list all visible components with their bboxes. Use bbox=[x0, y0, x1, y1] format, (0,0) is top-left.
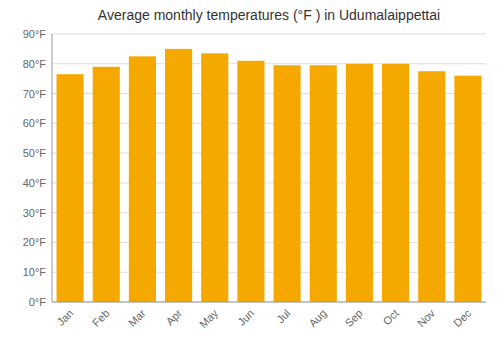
y-tick-label: 20°F bbox=[23, 236, 47, 248]
x-tick-label: Apr bbox=[163, 307, 184, 328]
y-tick-label: 70°F bbox=[23, 88, 47, 100]
y-tick-label: 10°F bbox=[23, 266, 47, 278]
y-tick-label: 50°F bbox=[23, 147, 47, 159]
bar bbox=[201, 53, 228, 302]
y-tick-label: 30°F bbox=[23, 207, 47, 219]
chart-svg: Average monthly temperatures (°F ) in Ud… bbox=[0, 0, 500, 350]
y-tick-label: 40°F bbox=[23, 177, 47, 189]
x-tick-label: Nov bbox=[415, 307, 438, 330]
y-grid bbox=[52, 34, 486, 302]
bar bbox=[310, 65, 337, 302]
chart-container: Average monthly temperatures (°F ) in Ud… bbox=[0, 0, 500, 350]
x-tick-label: Jun bbox=[235, 307, 256, 328]
bar bbox=[274, 65, 301, 302]
y-tick-label: 0°F bbox=[29, 296, 47, 308]
x-tick-label: Sep bbox=[343, 307, 365, 329]
bar bbox=[382, 64, 409, 302]
x-tick-label: Oct bbox=[380, 307, 401, 328]
y-axis-line bbox=[52, 34, 53, 302]
bar bbox=[418, 71, 445, 302]
grid-line bbox=[52, 63, 486, 64]
bar bbox=[93, 67, 120, 302]
grid-line bbox=[52, 34, 486, 35]
title: Average monthly temperatures (°F ) in Ud… bbox=[98, 7, 440, 23]
x-tick-label: Feb bbox=[90, 307, 112, 329]
bar bbox=[57, 74, 84, 302]
bar bbox=[454, 76, 481, 302]
y-tick-label: 90°F bbox=[23, 28, 47, 40]
x-tick-label: Jan bbox=[54, 307, 75, 328]
y-axis: 0°F 10°F 20°F 30°F 40°F 50°F 60°F 70°F 80°F 90°F bbox=[23, 28, 47, 308]
bars bbox=[57, 49, 482, 302]
x-tick-label: Aug bbox=[306, 307, 328, 329]
grid-line bbox=[52, 302, 486, 303]
bar bbox=[237, 61, 264, 302]
x-tick-label: Jul bbox=[274, 307, 292, 325]
x-tick-label: Dec bbox=[451, 307, 474, 330]
y-tick-label: 80°F bbox=[23, 58, 47, 70]
x-axis: Jan Feb Mar Apr May Jun Jul Aug Sep Oct Nov Dec bbox=[54, 307, 473, 331]
page: {"chart_data": {"type": "bar", "title": … bbox=[0, 0, 500, 350]
x-tick-label: May bbox=[197, 307, 221, 331]
x-tick-label: Mar bbox=[126, 307, 148, 329]
bar bbox=[129, 56, 156, 302]
bar bbox=[165, 49, 192, 302]
bar bbox=[346, 64, 373, 302]
x-axis-line bbox=[52, 302, 486, 303]
y-tick-label: 60°F bbox=[23, 117, 47, 129]
